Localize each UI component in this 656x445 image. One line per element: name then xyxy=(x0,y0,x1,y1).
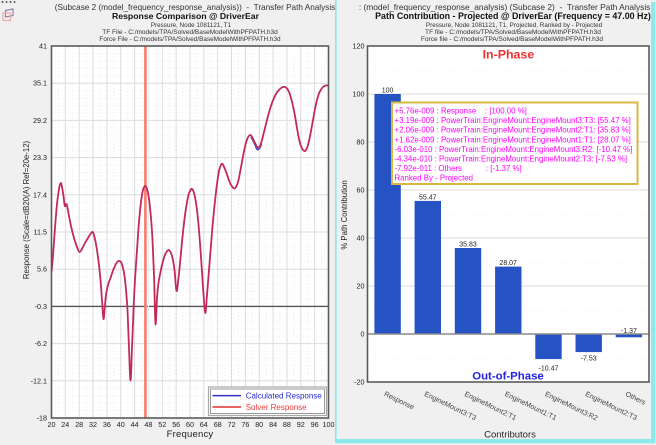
svg-text:Pressure, Node 1081121, T1, Pr: Pressure, Node 1081121, T1, Projected, R… xyxy=(426,22,603,29)
svg-text:5.6: 5.6 xyxy=(37,265,47,274)
svg-text:17.4: 17.4 xyxy=(33,190,47,199)
svg-text:96: 96 xyxy=(311,420,319,429)
svg-text:40: 40 xyxy=(117,420,125,429)
svg-text:24: 24 xyxy=(61,420,69,429)
svg-text:100: 100 xyxy=(353,90,365,99)
svg-text:64: 64 xyxy=(200,420,208,429)
svg-text:32: 32 xyxy=(89,420,97,429)
svg-text:Response Comparison @ DriverEa: Response Comparison @ DriverEar xyxy=(112,11,260,21)
svg-text:120: 120 xyxy=(353,42,365,51)
svg-text:0: 0 xyxy=(361,330,365,339)
svg-text:44: 44 xyxy=(131,420,139,429)
svg-text:55.47: 55.47 xyxy=(419,194,437,201)
svg-text:80: 80 xyxy=(357,138,365,147)
svg-text:Force File - C:/models/TPA/Sol: Force File - C:/models/TPA/Solved/BaseMo… xyxy=(99,36,281,43)
svg-text:-0.3: -0.3 xyxy=(35,302,47,311)
svg-text:Out-of-Phase: Out-of-Phase xyxy=(472,371,544,383)
svg-text:28.07: 28.07 xyxy=(499,260,517,267)
svg-text:92: 92 xyxy=(297,420,305,429)
svg-text:11.5: 11.5 xyxy=(34,228,47,237)
svg-text:-18: -18 xyxy=(37,414,47,423)
svg-text:+2.06e-009 : PowerTrain:Engine: +2.06e-009 : PowerTrain:EngineMount:Engi… xyxy=(395,126,631,135)
svg-text:-1.37: -1.37 xyxy=(621,328,637,335)
svg-text:In-Phase: In-Phase xyxy=(483,48,535,62)
svg-text:-10.47: -10.47 xyxy=(539,366,559,373)
svg-text:TF file - C:/models/TPA/Solved: TF file - C:/models/TPA/Solved/BaseModel… xyxy=(425,29,601,36)
svg-text:88: 88 xyxy=(283,420,291,429)
svg-text:36: 36 xyxy=(103,420,111,429)
svg-text:29.2: 29.2 xyxy=(33,116,47,125)
svg-text:68: 68 xyxy=(214,420,222,429)
svg-text:20: 20 xyxy=(357,282,365,291)
svg-text:Pressure, Node 1081121, T1: Pressure, Node 1081121, T1 xyxy=(151,22,232,29)
svg-text:56: 56 xyxy=(172,420,180,429)
svg-text:+1.62e-009 : PowerTrain:Engine: +1.62e-009 : PowerTrain:EngineMount:Engi… xyxy=(395,135,631,144)
svg-text:Frequency: Frequency xyxy=(167,429,214,440)
svg-text:-4.34e-010 : PowerTrain:Engine: -4.34e-010 : PowerTrain:EngineMount:Engi… xyxy=(395,155,628,164)
svg-text:Path Contribution - Projected: Path Contribution - Projected @ DriverEa… xyxy=(375,11,651,21)
svg-text:60: 60 xyxy=(357,186,365,195)
svg-text:100: 100 xyxy=(323,420,335,429)
svg-text:35.83: 35.83 xyxy=(459,242,477,249)
svg-text:-6.2: -6.2 xyxy=(35,339,47,348)
svg-text:% Path Contribution: % Path Contribution xyxy=(340,180,349,249)
svg-text:52: 52 xyxy=(158,420,166,429)
svg-text:Solver Response: Solver Response xyxy=(246,403,307,412)
svg-text:Contributors: Contributors xyxy=(484,430,536,441)
svg-text:41: 41 xyxy=(39,42,47,51)
svg-text:100: 100 xyxy=(382,88,394,95)
svg-text:Response (Scale=dB20(A) Ref=20: Response (Scale=dB20(A) Ref=20e-12) xyxy=(22,140,31,279)
svg-text:: (model_frequency_response_an: : (model_frequency_response_analysis) (S… xyxy=(359,2,651,12)
svg-text:-20: -20 xyxy=(354,378,364,387)
svg-text:-7.92e-011 : Others: -7.92e-011 : Others : [-1.37 %] xyxy=(395,164,522,173)
svg-text:-12.1: -12.1 xyxy=(31,376,47,385)
svg-text:76: 76 xyxy=(241,420,249,429)
svg-text:(Subcase 2 (model_frequency_re: (Subcase 2 (model_frequency_response_ana… xyxy=(55,3,335,12)
svg-text:40: 40 xyxy=(357,234,365,243)
svg-text:80: 80 xyxy=(255,420,263,429)
svg-text:-6.03e-010 : PowerTrain:Engine: -6.03e-010 : PowerTrain:EngineMount:Engi… xyxy=(395,145,633,154)
svg-text:Ranked By - Projected: Ranked By - Projected xyxy=(395,174,473,183)
svg-text:60: 60 xyxy=(186,420,194,429)
svg-text:TF File - C:/models/TPA/Solved: TF File - C:/models/TPA/Solved/BaseModel… xyxy=(102,29,278,36)
svg-text:Calculated Response: Calculated Response xyxy=(246,392,323,401)
svg-text:+3.19e-009 : PowerTrain:Engine: +3.19e-009 : PowerTrain:EngineMount:Engi… xyxy=(395,116,631,125)
svg-text:72: 72 xyxy=(228,420,236,429)
svg-text:-7.53: -7.53 xyxy=(581,355,597,362)
svg-text:+5.76e-009 : Response : [10: +5.76e-009 : Response : [100.00 %] xyxy=(395,107,527,116)
svg-text:84: 84 xyxy=(269,420,277,429)
svg-text:35.1: 35.1 xyxy=(33,79,47,88)
svg-text:23.3: 23.3 xyxy=(33,153,47,162)
svg-text:48: 48 xyxy=(144,420,152,429)
svg-text:20: 20 xyxy=(48,420,56,429)
svg-text:Force file - C:/models/TPA/Sol: Force file - C:/models/TPA/Solved/BaseMo… xyxy=(421,36,603,43)
svg-text:28: 28 xyxy=(75,420,83,429)
